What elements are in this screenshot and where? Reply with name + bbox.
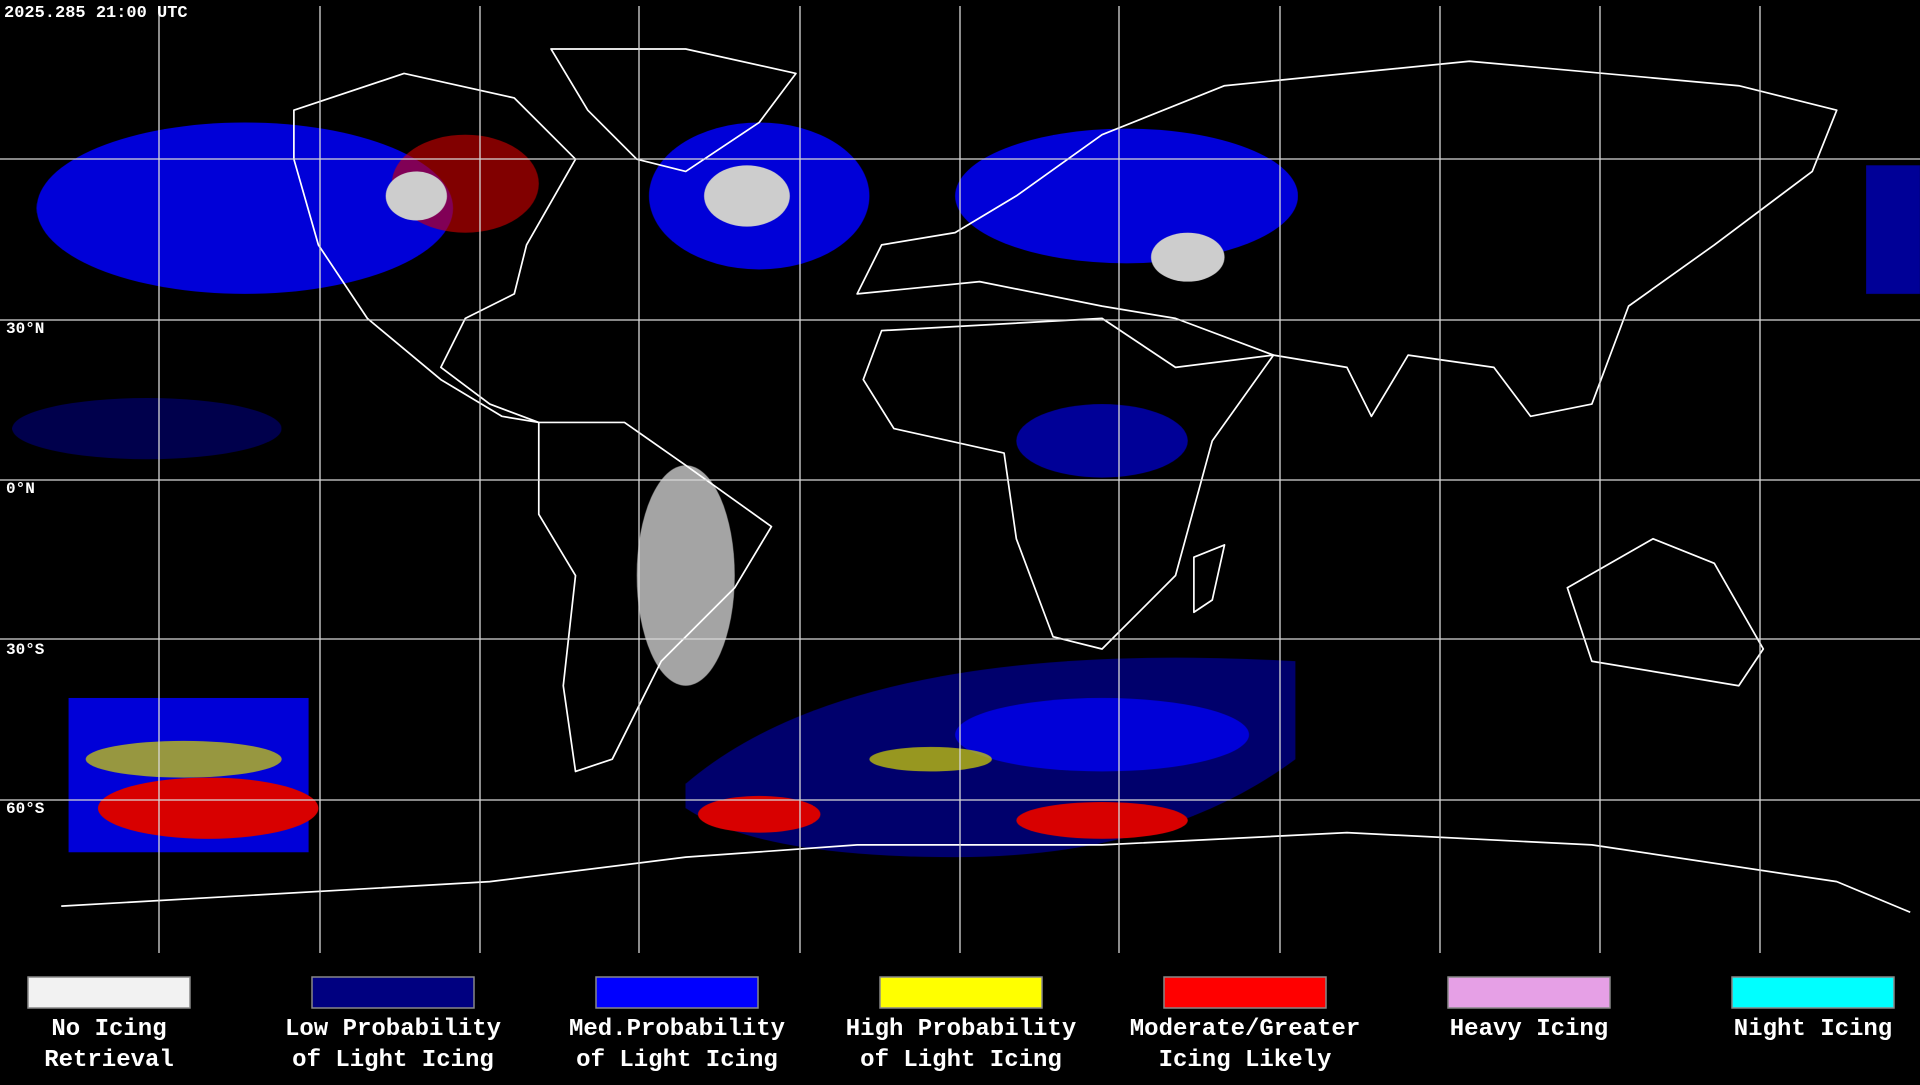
legend-label: Moderate/Greater xyxy=(1130,1016,1360,1043)
coastlines xyxy=(61,48,1911,914)
legend-label: Low Probability xyxy=(285,1016,501,1043)
legend-swatch xyxy=(879,976,1043,1009)
legend-label: Med.Probability xyxy=(569,1016,785,1043)
legend-swatch xyxy=(1447,976,1611,1009)
legend-swatch xyxy=(1163,976,1327,1009)
latitude-label: 60°S xyxy=(6,800,45,818)
graticule xyxy=(0,6,1920,953)
legend-label: of Light Icing xyxy=(576,1047,778,1074)
legend-label: Night Icing xyxy=(1734,1016,1892,1043)
legend-label: Icing Likely xyxy=(1159,1047,1332,1074)
legend-swatch xyxy=(1731,976,1895,1009)
legend-label: of Light Icing xyxy=(860,1047,1062,1074)
legend-label: Retrieval xyxy=(44,1047,174,1074)
legend-label: High Probability xyxy=(846,1016,1076,1043)
latitude-label: 30°N xyxy=(6,320,44,338)
timestamp: 2025.285 21:00 UTC xyxy=(4,4,188,23)
legend-label: No Icing xyxy=(51,1016,166,1043)
legend-label: of Light Icing xyxy=(292,1047,494,1074)
legend-swatch xyxy=(311,976,475,1009)
legend-swatch xyxy=(595,976,759,1009)
legend-label: Heavy Icing xyxy=(1450,1016,1608,1043)
legend-swatch xyxy=(27,976,191,1009)
latitude-label: 0°N xyxy=(6,480,35,498)
latitude-label: 30°S xyxy=(6,641,45,659)
